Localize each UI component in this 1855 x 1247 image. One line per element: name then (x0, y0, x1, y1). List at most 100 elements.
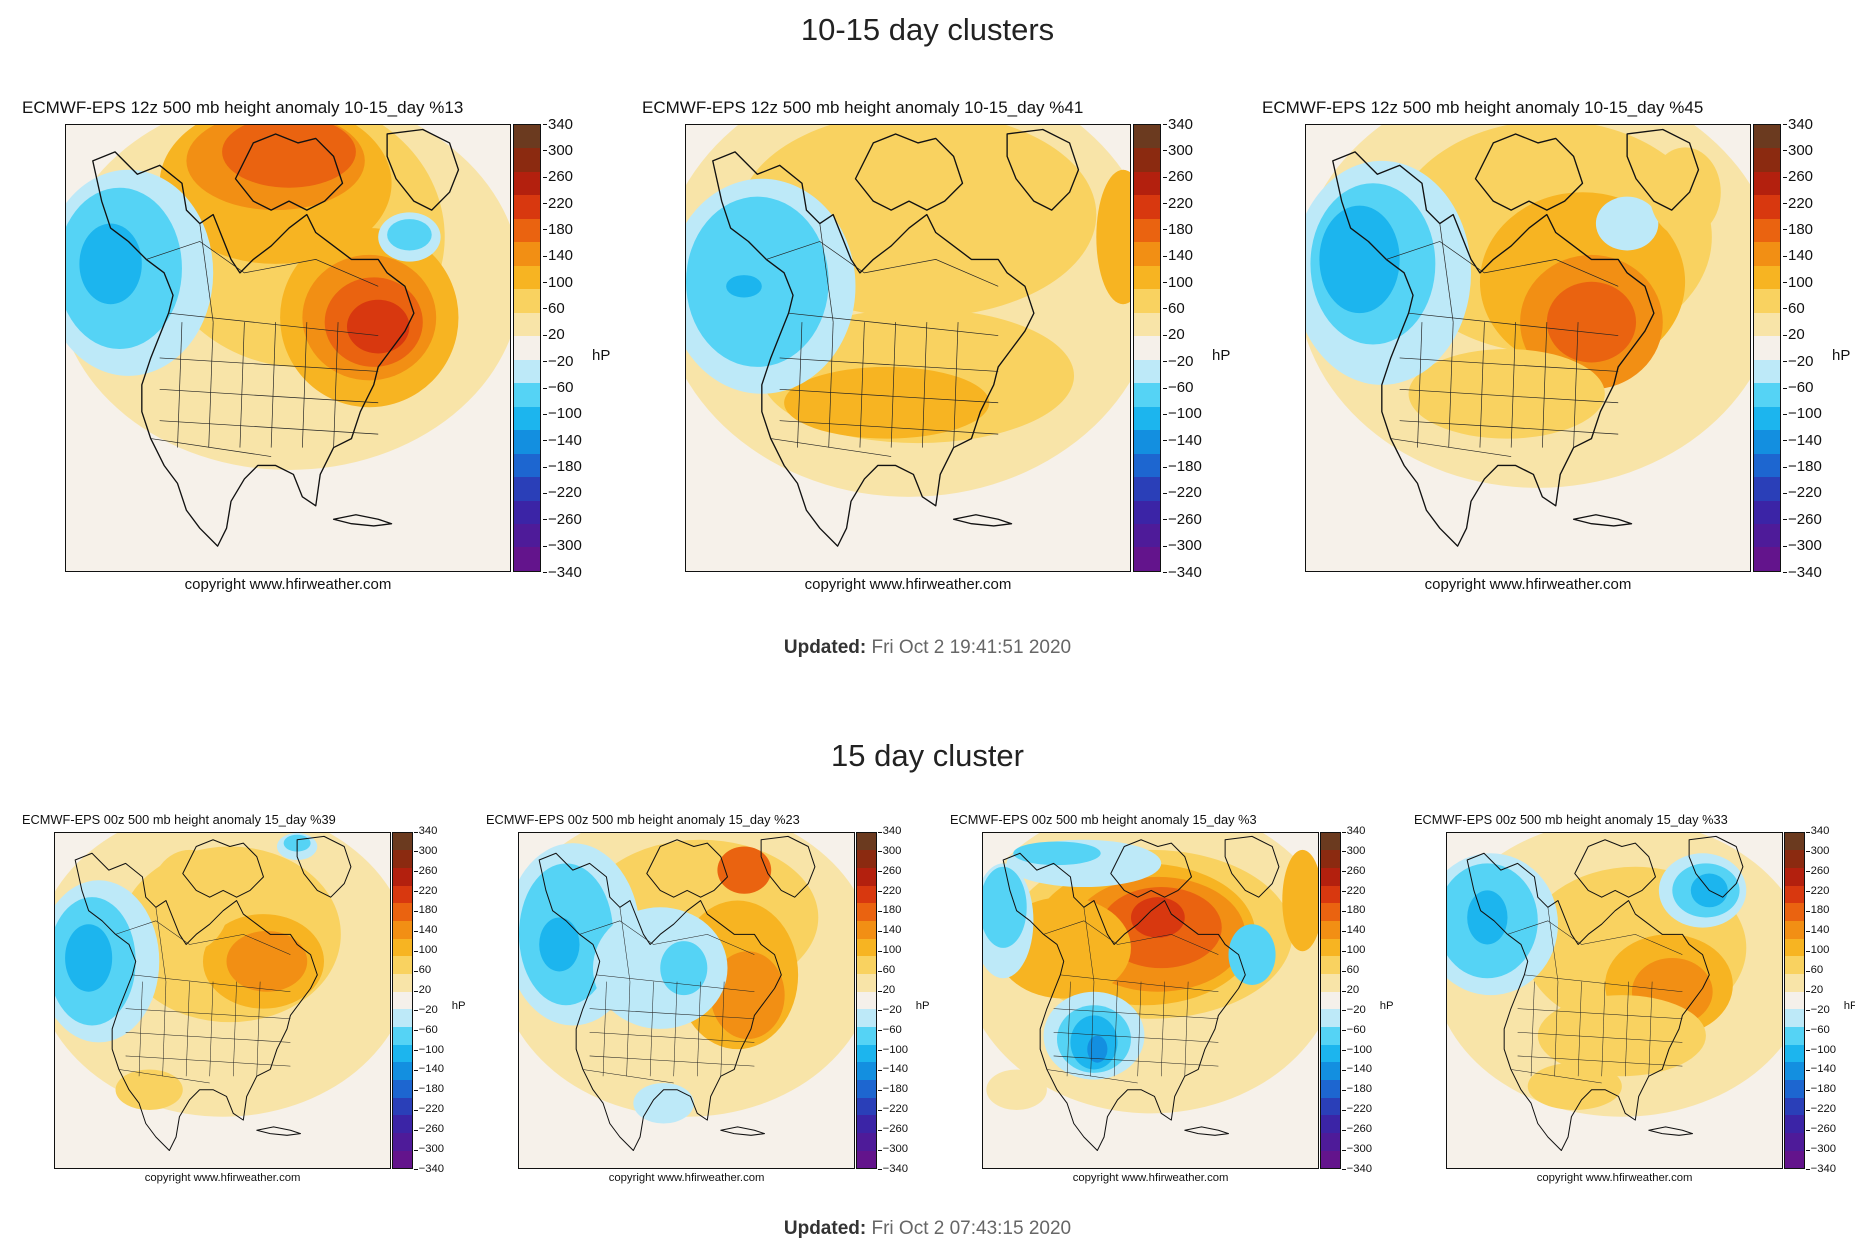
copyright-text: copyright www.hfirweather.com (608, 1172, 765, 1185)
updated-timestamp: Updated: Fri Oct 2 07:43:15 2020 (0, 1218, 1855, 1240)
colorbar-segment (1321, 938, 1341, 957)
colorbar-segment (1785, 1080, 1805, 1098)
colorbar-segment (1754, 336, 1780, 360)
colorbar-segment (1785, 885, 1805, 904)
colorbar-tick-label: 180 (542, 220, 574, 238)
colorbar (392, 831, 414, 1170)
colorbar-tick-label: 220 (1162, 194, 1194, 212)
colorbar-segment (1785, 1133, 1805, 1151)
colorbar-segment (1321, 991, 1341, 1010)
colorbar-tick-label: −100 (1783, 405, 1822, 423)
colorbar-segment (857, 832, 877, 851)
colorbar-tick-label: −220 (543, 484, 582, 502)
colorbar-segment (1321, 1080, 1341, 1098)
colorbar-segment (393, 867, 413, 886)
colorbar-segment (1134, 265, 1160, 290)
colorbar-tick-label: 20 (877, 983, 896, 996)
colorbar-tick-label: 180 (1162, 220, 1194, 238)
colorbar-segment (514, 218, 540, 243)
colorbar-segment (857, 885, 877, 904)
colorbar-tick-label: −300 (413, 1142, 445, 1155)
colorbar-tick-label: −260 (877, 1123, 909, 1135)
colorbar-tick-label: 180 (1341, 904, 1366, 917)
colorbar-segment (514, 406, 540, 431)
colorbar-tick-label: −20 (413, 1003, 438, 1016)
colorbar-tick-label: 100 (1805, 944, 1830, 957)
colorbar-segment (1785, 920, 1805, 939)
colorbar-tick-label: 340 (1162, 115, 1194, 133)
colorbar-tick-label: −60 (1782, 379, 1814, 397)
colorbar-segment (857, 1044, 877, 1063)
colorbar-tick-label: 140 (1162, 247, 1194, 265)
colorbar-tick-label: −180 (1805, 1083, 1837, 1096)
height-anomaly-map (1446, 831, 1783, 1170)
height-anomaly-map (54, 831, 391, 1170)
colorbar-tick-label: 100 (877, 944, 902, 957)
colorbar-segment (514, 359, 540, 384)
colorbar-segment (514, 242, 540, 266)
colorbar-segment (1754, 148, 1780, 172)
colorbar-segment (857, 1009, 877, 1027)
colorbar-segment (1134, 383, 1160, 407)
colorbar-tick-label: 60 (1783, 299, 1805, 317)
colorbar-segment (1785, 956, 1805, 974)
colorbar-tick-label: −300 (1783, 537, 1822, 555)
colorbar-tick-label: 260 (1341, 864, 1366, 877)
colorbar-segment (1134, 523, 1160, 548)
copyright-text: copyright www.hfirweather.com (144, 1172, 301, 1185)
colorbar-segment (1134, 336, 1160, 360)
copyright-text: copyright www.hfirweather.com (1536, 1172, 1693, 1185)
colorbar-segment (1134, 312, 1160, 337)
colorbar-segment (514, 265, 540, 290)
colorbar-segment (1321, 1044, 1341, 1063)
colorbar-segment (1321, 1026, 1341, 1045)
colorbar-segment (1134, 547, 1160, 571)
colorbar-segment (514, 336, 540, 360)
colorbar-segment (514, 547, 540, 571)
colorbar (1784, 831, 1806, 1170)
colorbar-segment (1754, 171, 1780, 196)
colorbar-tick-label: −140 (543, 431, 582, 449)
colorbar-tick-label: −340 (1805, 1162, 1837, 1175)
colorbar-tick-label: 340 (542, 115, 574, 133)
colorbar-tick-label: −180 (413, 1083, 445, 1096)
colorbar-segment (514, 289, 540, 313)
colorbar-tick-label: −20 (1805, 1003, 1830, 1016)
colorbar-tick-label: −300 (543, 537, 582, 555)
colorbar-tick-label: 60 (1341, 964, 1360, 977)
colorbar-tick-label: 300 (413, 844, 438, 857)
colorbar-segment (1321, 885, 1341, 904)
colorbar-segment (1321, 867, 1341, 886)
colorbar-segment (514, 523, 540, 548)
colorbar-segment (1754, 383, 1780, 407)
colorbar (1320, 831, 1342, 1170)
colorbar-tick-label: 140 (413, 924, 438, 937)
colorbar-segment (393, 1026, 413, 1045)
map-title: ECMWF-EPS 12z 500 mb height anomaly 10-1… (22, 98, 464, 117)
colorbar-segment (393, 903, 413, 921)
colorbar-segment (857, 938, 877, 957)
colorbar-tick-label: −100 (1341, 1043, 1373, 1056)
colorbar-segment (393, 956, 413, 974)
colorbar-tick-label: −60 (877, 1023, 902, 1036)
height-anomaly-map (685, 124, 1131, 572)
map-title: ECMWF-EPS 00z 500 mb height anomaly 15_d… (950, 812, 1257, 827)
colorbar-tick-label: 300 (1162, 141, 1194, 159)
colorbar-segment (1785, 1150, 1805, 1169)
colorbar-tick-label: −220 (877, 1103, 909, 1116)
colorbar-segment (393, 1062, 413, 1080)
map-title: ECMWF-EPS 12z 500 mb height anomaly 10-1… (642, 98, 1084, 117)
colorbar-tick-label: −260 (413, 1123, 445, 1135)
colorbar-tick-label: 140 (1782, 247, 1814, 265)
colorbar-segment (1321, 1009, 1341, 1027)
forecast-map-panel: ECMWF-EPS 00z 500 mb height anomaly 15_d… (22, 812, 466, 1189)
colorbar-tick-label: −260 (1341, 1123, 1373, 1135)
colorbar-tick-label: 100 (413, 944, 438, 957)
colorbar-segment (1754, 430, 1780, 454)
colorbar-segment (857, 973, 877, 992)
colorbar-segment (1785, 1062, 1805, 1080)
colorbar-segment (393, 832, 413, 851)
colorbar-tick-label: 340 (1341, 824, 1366, 837)
colorbar-segment (1134, 289, 1160, 313)
section-title: 15 day cluster (831, 738, 1024, 773)
